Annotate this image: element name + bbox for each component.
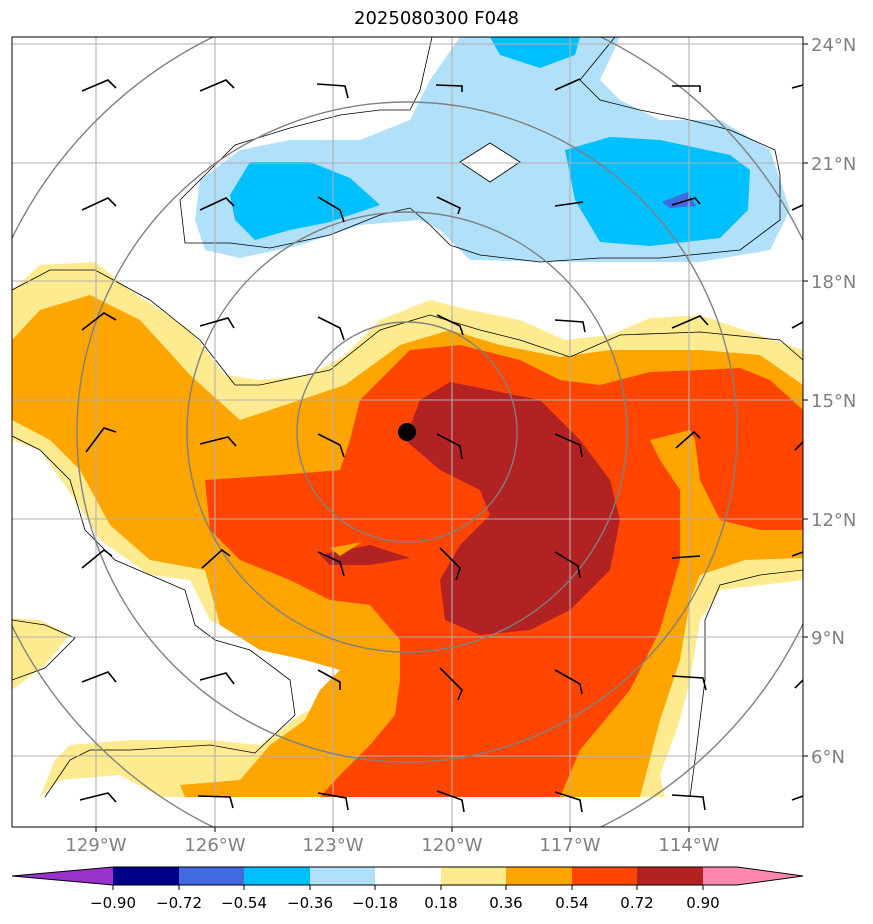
colorbar-segment <box>310 867 375 885</box>
lon-label: 120°W <box>421 835 482 856</box>
contour-deep-sky-blue-east <box>565 137 750 246</box>
range-rings <box>12 37 803 827</box>
map-plot-area <box>12 37 803 827</box>
colorbar-segment <box>113 867 179 885</box>
contour-pink-band <box>330 542 362 556</box>
lon-label: 123°W <box>302 835 363 856</box>
contour-firebrick-streak <box>320 545 410 565</box>
contour-light-yellow-west <box>12 618 70 690</box>
lat-label: 18°N <box>811 272 856 293</box>
colorbar-tick-label: 0.72 <box>620 894 653 912</box>
colorbar-tick-label: 0.36 <box>489 894 522 912</box>
lat-label: 21°N <box>811 154 856 175</box>
colorbar-tick-label: 0.18 <box>424 894 457 912</box>
colorbar-segment <box>506 867 572 885</box>
lat-label: 6°N <box>811 747 845 768</box>
colorbar-segment <box>703 867 737 885</box>
contour-deep-sky-blue-west <box>230 162 380 240</box>
colorbar-segment <box>572 867 637 885</box>
colorbar-tick-label: −0.72 <box>156 894 202 912</box>
wind-barbs <box>79 78 803 813</box>
colorbar-segment <box>375 867 441 885</box>
axis-ticks <box>95 43 808 832</box>
colorbar-segment <box>179 867 244 885</box>
colorbar-segment <box>244 867 310 885</box>
map-frame <box>11 36 804 828</box>
storm-center-marker <box>398 423 416 441</box>
colorbar-over-arrow <box>737 867 803 885</box>
colorbar-tick-label: 0.54 <box>555 894 588 912</box>
latitude-labels: 24°N 21°N 18°N 15°N 12°N 9°N 6°N <box>811 35 856 768</box>
lat-label: 12°N <box>811 510 856 531</box>
lat-label: 15°N <box>811 391 856 412</box>
lon-label: 114°W <box>658 835 719 856</box>
lat-label: 9°N <box>811 628 845 649</box>
colorbar-tick-label: −0.90 <box>90 894 136 912</box>
gridlines <box>12 37 803 827</box>
colorbar-tick-label: −0.36 <box>287 894 333 912</box>
contour-deep-sky-blue-north <box>490 37 580 68</box>
contour-lines <box>12 37 803 798</box>
map-title: 2025080300 F048 <box>354 8 519 29</box>
colorbar: −0.90 −0.72 −0.54 −0.36 −0.18 0.18 0.36 … <box>11 866 804 912</box>
contour-royal-blue <box>662 192 696 208</box>
colorbar-segment <box>441 867 506 885</box>
colorbar-under-arrow <box>12 867 113 885</box>
colorbar-segment <box>637 867 703 885</box>
colorbar-tick-label: −0.18 <box>352 894 398 912</box>
colorbar-tick-label: 0.90 <box>686 894 719 912</box>
lon-label: 129°W <box>65 835 126 856</box>
lon-label: 126°W <box>184 835 245 856</box>
lon-label: 117°W <box>539 835 600 856</box>
colorbar-tick-label: −0.54 <box>221 894 267 912</box>
longitude-labels: 129°W 126°W 123°W 120°W 117°W 114°W <box>65 835 719 856</box>
lat-label: 24°N <box>811 35 856 56</box>
